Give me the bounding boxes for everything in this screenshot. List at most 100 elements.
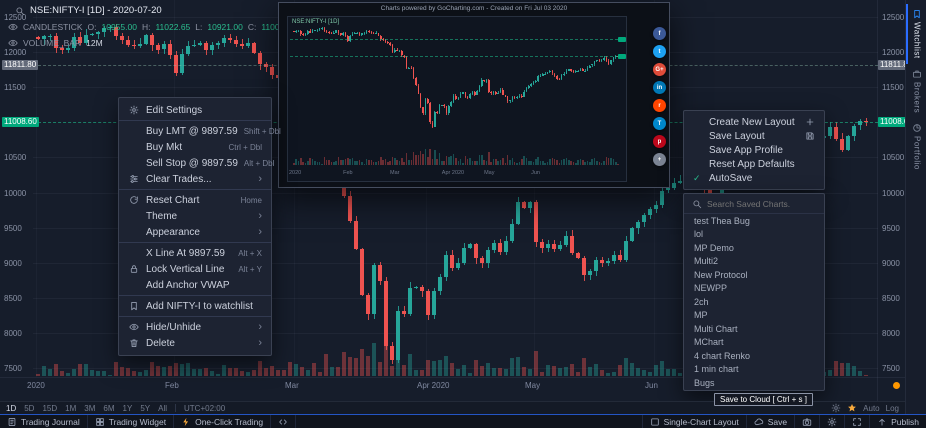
context-menu-item[interactable]: Reset Chart Home — [119, 192, 271, 208]
share-google-plus-button[interactable]: G+ — [653, 63, 666, 76]
candlestick-series: 2020 Feb Mar Apr 2020 May Jun — [288, 17, 626, 181]
timeframe-6m-button[interactable]: 6M — [103, 403, 115, 413]
menu-item-label: Appearance — [146, 226, 200, 238]
statusbar-trading-widget-button[interactable]: Trading Widget — [88, 415, 175, 428]
status-bar: Trading Journal Trading Widget One-Click T… — [0, 414, 926, 428]
search-icon — [692, 199, 702, 209]
context-menu-item[interactable]: Appearance › — [119, 224, 271, 240]
statusbar-expand-button[interactable] — [844, 415, 869, 428]
gridline — [294, 0, 295, 377]
side-tab-watchlist[interactable]: Watchlist — [906, 4, 926, 64]
price-axis-label: 10000 — [4, 188, 27, 198]
menu-divider — [119, 120, 271, 121]
context-menu-item[interactable]: X Line At 9897.59 Alt + X — [119, 245, 271, 261]
statusbar-save-button[interactable]: Save — [745, 415, 794, 428]
mini-time-label: Feb — [343, 170, 353, 176]
saved-chart-item[interactable]: Multi2 — [694, 256, 719, 267]
series-name[interactable]: CANDLESTICK — [23, 22, 83, 32]
symbol-title[interactable]: NSE:NIFTY-I [1D] - 2020-07-20 — [30, 5, 162, 16]
sliders-icon — [128, 174, 140, 184]
chevron-right-icon: › — [258, 210, 262, 222]
timeframe-5y-button[interactable]: 5Y — [140, 403, 151, 413]
timeframe-15d-button[interactable]: 15D — [42, 403, 58, 413]
scale-log-button[interactable]: Log — [885, 403, 899, 413]
side-tab-label: Brokers — [912, 81, 922, 113]
share-twitter-button[interactable]: t — [653, 45, 666, 58]
statusbar-gear-button[interactable] — [819, 415, 844, 428]
notification-dot[interactable] — [893, 382, 900, 389]
share-telegram-button[interactable]: T — [653, 117, 666, 130]
menu-item-label: Add Anchor VWAP — [146, 279, 230, 291]
statusbar-single-chart-layout-button[interactable]: Single-Chart Layout — [641, 415, 746, 428]
share-facebook-button[interactable]: f — [653, 27, 666, 40]
share-reddit-button[interactable]: r — [653, 99, 666, 112]
mini-level-tag — [618, 36, 626, 42]
menu-item-label: Edit Settings — [146, 104, 203, 116]
search-icon[interactable] — [15, 6, 25, 16]
saved-chart-item[interactable]: MP Demo — [694, 242, 734, 253]
price-axis-label: 8500 — [882, 293, 900, 303]
layout-menu-item[interactable]: Create New Layout — [684, 115, 824, 129]
statusbar-one-click-trading-button[interactable]: One-Click Trading — [174, 415, 272, 428]
layout-menu: Create New Layout Save Layout Save App Pro… — [683, 110, 825, 190]
favorite-star-icon[interactable] — [847, 403, 857, 413]
layout-menu-item[interactable]: Save App Profile — [684, 143, 824, 157]
layout-menu-item[interactable]: Save Layout — [684, 129, 824, 143]
cloud-icon — [754, 417, 764, 427]
menu-item-label: Save App Profile — [709, 144, 783, 156]
saved-chart-item[interactable]: 1 min chart — [694, 364, 739, 375]
side-tab-portfolio[interactable]: Portfolio — [906, 118, 926, 175]
saved-chart-item[interactable]: MChart — [694, 337, 724, 348]
context-menu-item[interactable]: Buy Mkt Ctrl + Dbl — [119, 139, 271, 155]
timeframe-1m-button[interactable]: 1M — [65, 403, 77, 413]
side-tab-brokers[interactable]: Brokers — [906, 64, 926, 118]
timezone-button[interactable]: UTC+02:00 — [184, 403, 226, 413]
statusbar-camera-button[interactable] — [794, 415, 819, 428]
context-menu-item[interactable]: Buy LMT @ 9897.59 Shift + Dbl — [119, 123, 281, 139]
saved-chart-item[interactable]: Multi Chart — [694, 323, 738, 334]
layout-menu-item[interactable]: Reset App Defaults — [684, 157, 824, 171]
share-more-button[interactable]: + — [653, 153, 666, 166]
chart-settings-gear-icon[interactable] — [831, 403, 841, 413]
menu-item-label: Reset App Defaults — [709, 158, 795, 170]
timeframe-1d-button[interactable]: 1D — [6, 403, 17, 413]
context-menu-item[interactable]: Edit Settings — [119, 102, 271, 118]
volume-series-name[interactable]: VOLUME_BAR — [23, 38, 82, 48]
context-menu-item[interactable]: Add NIFTY-I to watchlist — [119, 298, 271, 314]
statusbar-publish-button[interactable]: Publish — [869, 415, 926, 428]
statusbar-trading-journal-button[interactable]: Trading Journal — [0, 415, 88, 428]
saved-chart-item[interactable]: 2ch — [694, 296, 709, 307]
eye-icon — [128, 322, 140, 332]
context-menu-item[interactable]: Sell Stop @ 9897.59 Alt + Dbl — [119, 155, 274, 171]
price-axis-label: 7500 — [882, 364, 900, 373]
context-menu-item[interactable]: Add Anchor VWAP — [119, 277, 271, 293]
time-axis-label: 2020 — [27, 381, 45, 390]
timeframe-3m-button[interactable]: 3M — [84, 403, 96, 413]
context-menu-item[interactable]: Delete › — [119, 335, 271, 351]
context-menu-item[interactable]: Clear Trades... › — [119, 171, 271, 187]
context-menu-item[interactable]: Hide/Unhide › — [119, 319, 271, 335]
saved-chart-item[interactable]: Bugs — [694, 377, 715, 388]
timeframe-1y-button[interactable]: 1Y — [122, 403, 133, 413]
saved-chart-item[interactable]: New Protocol — [694, 269, 748, 280]
scale-auto-button[interactable]: Auto — [863, 403, 880, 413]
timeframe-all-button[interactable]: All — [158, 403, 168, 413]
price-axis-label: 8500 — [4, 293, 22, 303]
context-menu-item[interactable]: Lock Vertical Line Alt + Y — [119, 261, 271, 277]
layout-menu-item[interactable]: ✓ AutoSave — [684, 171, 824, 185]
saved-chart-item[interactable]: 4 chart Renko — [694, 350, 751, 361]
eye-icon[interactable] — [8, 22, 18, 32]
saved-chart-item[interactable]: NEWPP — [694, 283, 728, 294]
saved-charts-search-input[interactable] — [707, 198, 815, 209]
menu-divider — [119, 189, 271, 190]
saved-chart-item[interactable]: MP — [694, 310, 708, 321]
share-pinterest-button[interactable]: p — [653, 135, 666, 148]
statusbar-code-button[interactable] — [271, 415, 297, 428]
timeframe-5d-button[interactable]: 5D — [24, 403, 35, 413]
saved-chart-item[interactable]: test Thea Bug — [694, 215, 750, 226]
context-menu-item[interactable]: Theme › — [119, 208, 271, 224]
eye-icon[interactable] — [8, 38, 18, 48]
share-linkedin-button[interactable]: in — [653, 81, 666, 94]
menu-item-label: AutoSave — [709, 172, 753, 184]
saved-chart-item[interactable]: lol — [694, 229, 704, 240]
